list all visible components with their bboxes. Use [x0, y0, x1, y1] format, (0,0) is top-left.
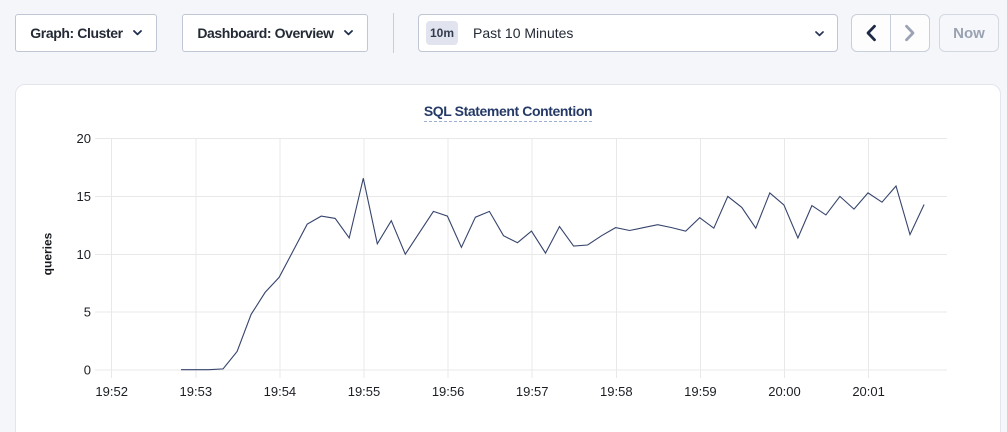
svg-text:20:00: 20:00	[768, 384, 801, 399]
svg-text:5: 5	[84, 305, 91, 320]
svg-text:19:53: 19:53	[180, 384, 213, 399]
svg-text:19:54: 19:54	[264, 384, 297, 399]
svg-text:19:59: 19:59	[684, 384, 717, 399]
svg-text:19:55: 19:55	[348, 384, 381, 399]
svg-text:queries: queries	[41, 232, 55, 275]
svg-text:20:01: 20:01	[852, 384, 885, 399]
svg-text:19:57: 19:57	[516, 384, 549, 399]
svg-text:19:58: 19:58	[600, 384, 633, 399]
svg-text:15: 15	[77, 189, 91, 204]
svg-text:0: 0	[84, 363, 91, 378]
svg-text:20: 20	[77, 131, 91, 146]
svg-text:19:52: 19:52	[95, 384, 128, 399]
svg-text:10: 10	[77, 247, 91, 262]
svg-text:19:56: 19:56	[432, 384, 465, 399]
